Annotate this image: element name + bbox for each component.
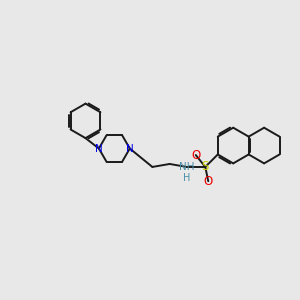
Text: N: N: [126, 143, 134, 154]
Text: O: O: [191, 148, 200, 162]
Text: N: N: [95, 143, 103, 154]
Text: O: O: [204, 175, 213, 188]
Text: S: S: [202, 160, 209, 173]
Text: NH: NH: [179, 162, 195, 172]
Text: H: H: [183, 173, 190, 183]
